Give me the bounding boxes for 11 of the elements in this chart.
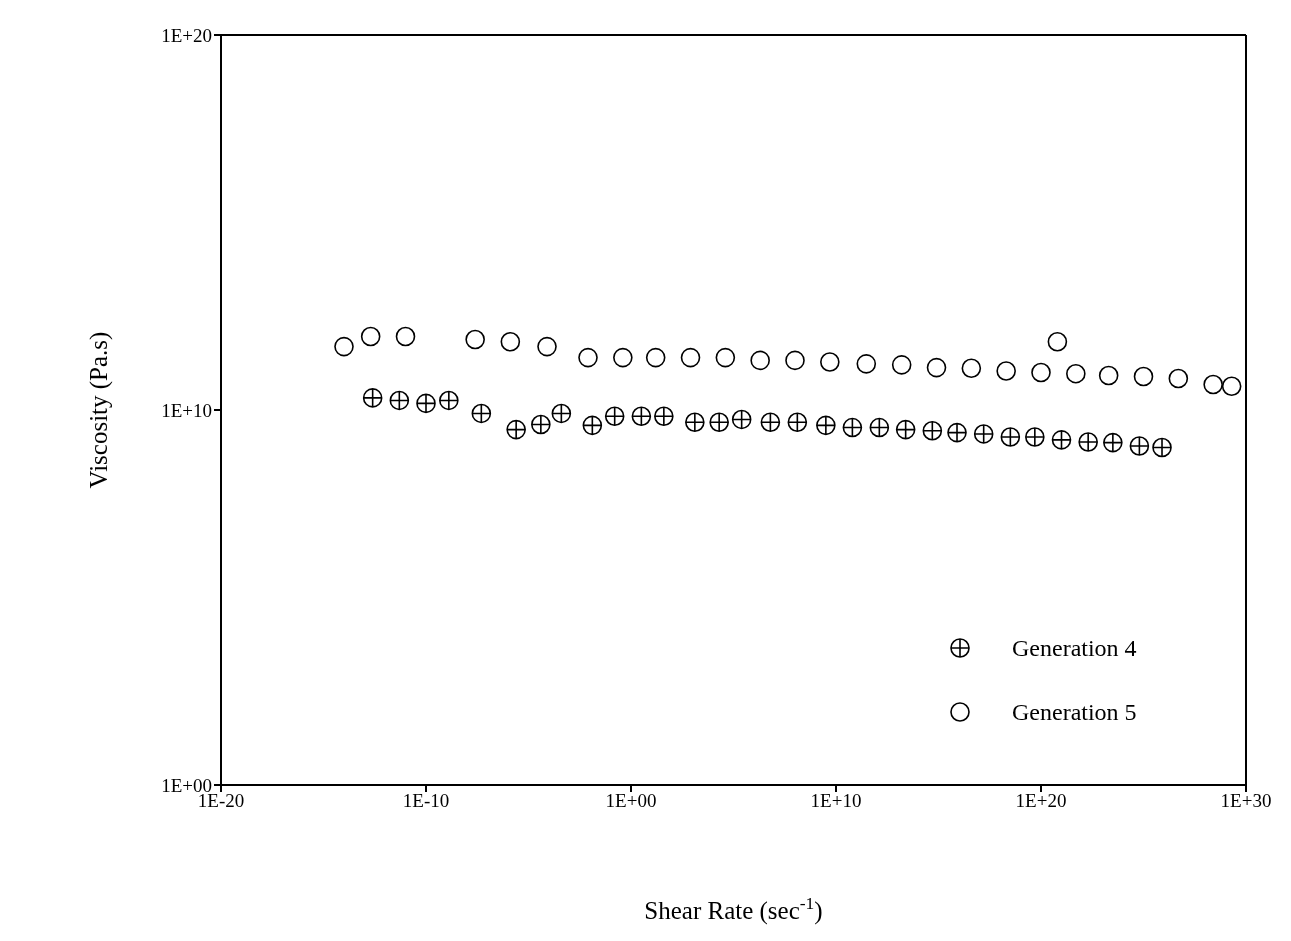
y-tick-label: 1E+20	[161, 24, 212, 46]
legend-label: Generation 5	[1012, 698, 1137, 726]
y-axis-title: Viscosity (Pa.s)	[84, 331, 113, 489]
x-tick-label: 1E+00	[605, 790, 657, 812]
x-tick-label: 1E+10	[810, 790, 862, 812]
x-axis-title: Shear Rate (sec$^{-1}$)	[644, 893, 823, 925]
y-tick-label: 1E+10	[161, 399, 212, 421]
x-tick-label: 1E-10	[402, 790, 450, 812]
legend-label: Generation 4	[1012, 634, 1137, 662]
x-tick-label: 1E+30	[1220, 790, 1272, 812]
x-tick-label: 1E+20	[1015, 790, 1067, 812]
